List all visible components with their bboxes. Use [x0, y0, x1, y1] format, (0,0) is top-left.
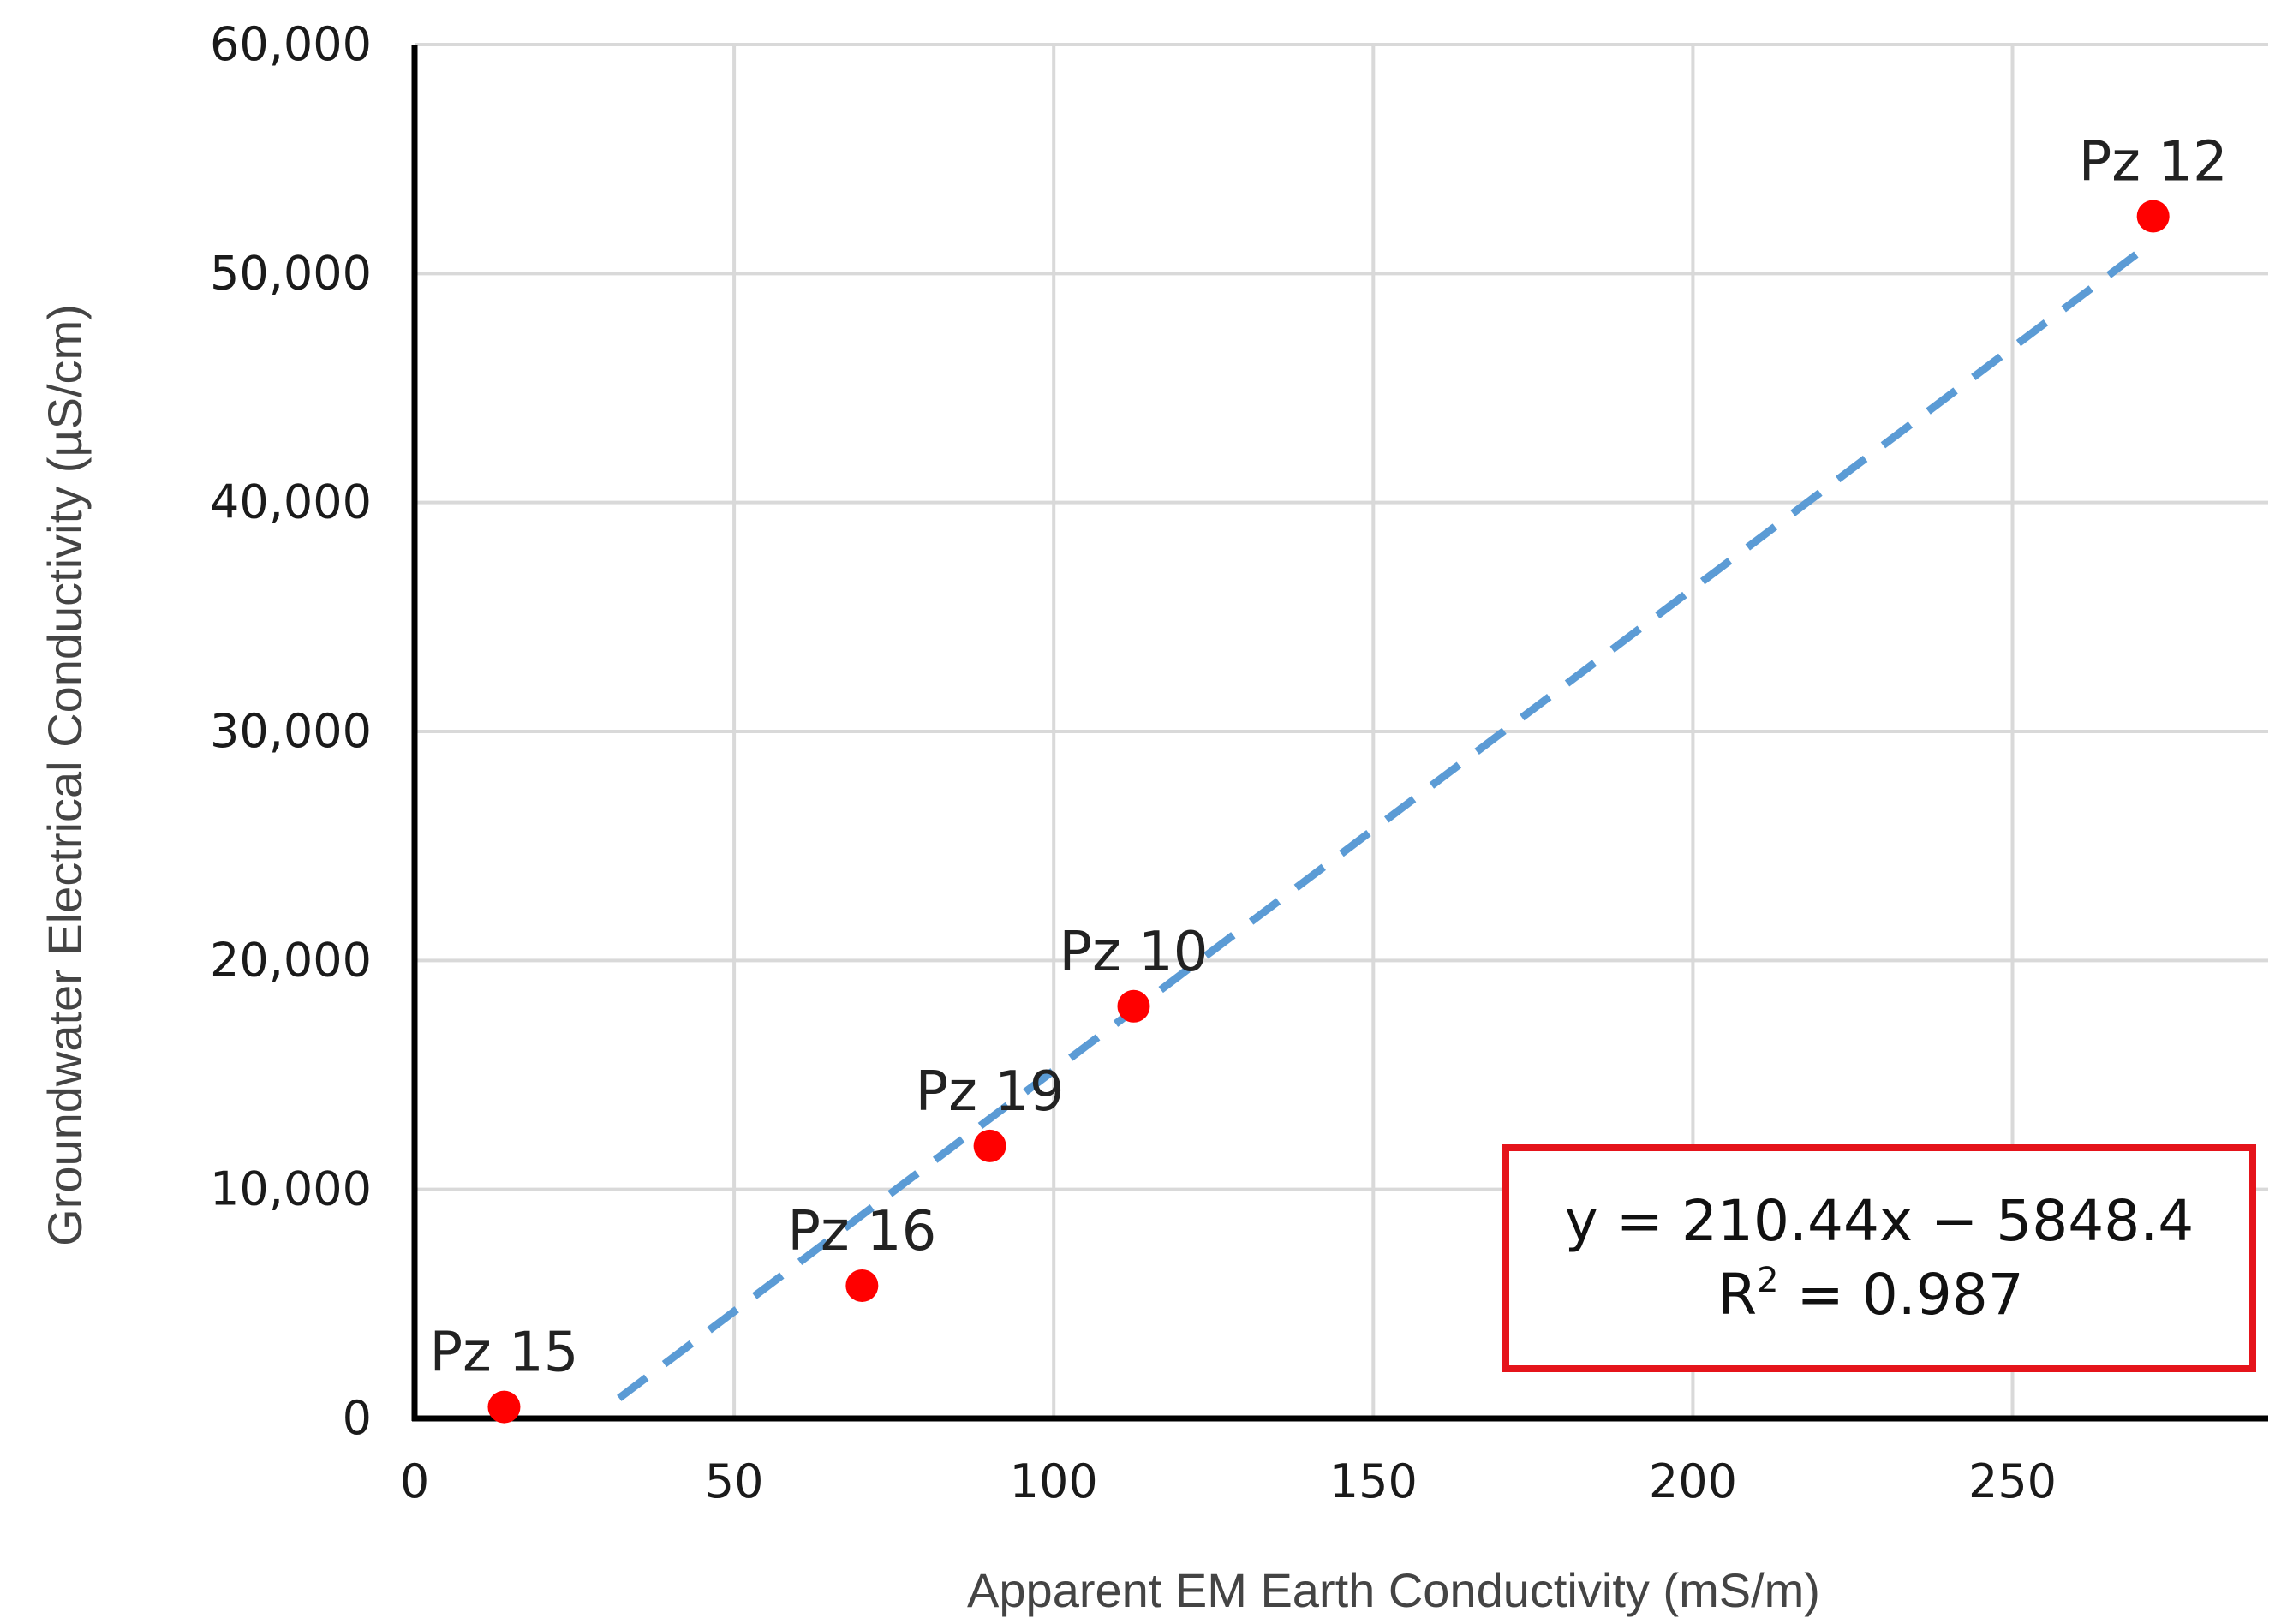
equation-box: y = 210.44x − 5848.4 R2 = 0.987 — [1502, 1144, 2256, 1372]
x-tick-labels: 0 50 100 150 200 250 — [400, 1454, 2057, 1508]
trendline — [617, 238, 2156, 1401]
x-tick-label: 250 — [1968, 1454, 2057, 1508]
point-label: Pz 16 — [787, 1200, 936, 1263]
y-tick-label: 50,000 — [210, 246, 372, 300]
point-label: Pz 10 — [1059, 921, 1208, 984]
y-tick-labels: 0 10,000 20,000 30,000 40,000 50,000 60,000 — [210, 17, 372, 1445]
point-label: Pz 12 — [2079, 131, 2228, 194]
point-labels: Pz 15 Pz 16 Pz 19 Pz 10 Pz 12 — [429, 131, 2227, 1385]
x-tick-label: 150 — [1329, 1454, 1418, 1508]
trendline-equation: y = 210.44x − 5848.4 — [1565, 1188, 2194, 1254]
y-tick-label: 20,000 — [210, 933, 372, 987]
y-tick-label: 60,000 — [210, 17, 372, 71]
axes — [411, 45, 2268, 1422]
y-tick-label: 30,000 — [210, 704, 372, 758]
data-points — [487, 200, 2170, 1424]
point-label: Pz 15 — [429, 1322, 578, 1385]
y-tick-label: 10,000 — [210, 1162, 372, 1216]
x-tick-label: 200 — [1649, 1454, 1737, 1508]
y-tick-label: 0 — [343, 1391, 372, 1445]
data-point — [845, 1269, 879, 1302]
equation-box-border — [1502, 1144, 2256, 1372]
y-axis-title: Groundwater Electrical Conductivity (µS/… — [38, 304, 92, 1246]
x-tick-label: 100 — [1010, 1454, 1098, 1508]
x-tick-label: 0 — [400, 1454, 429, 1508]
r-squared: R2 = 0.987 — [1717, 1261, 2024, 1328]
data-point — [487, 1390, 521, 1424]
x-tick-label: 50 — [705, 1454, 764, 1508]
trendline-group — [617, 238, 2156, 1401]
data-point — [1117, 989, 1150, 1023]
data-point — [973, 1129, 1006, 1162]
y-tick-label: 40,000 — [210, 475, 372, 529]
x-axis-title: Apparent EM Earth Conductivity (mS/m) — [967, 1563, 1820, 1617]
data-point — [2136, 200, 2170, 233]
point-label: Pz 19 — [916, 1060, 1065, 1124]
